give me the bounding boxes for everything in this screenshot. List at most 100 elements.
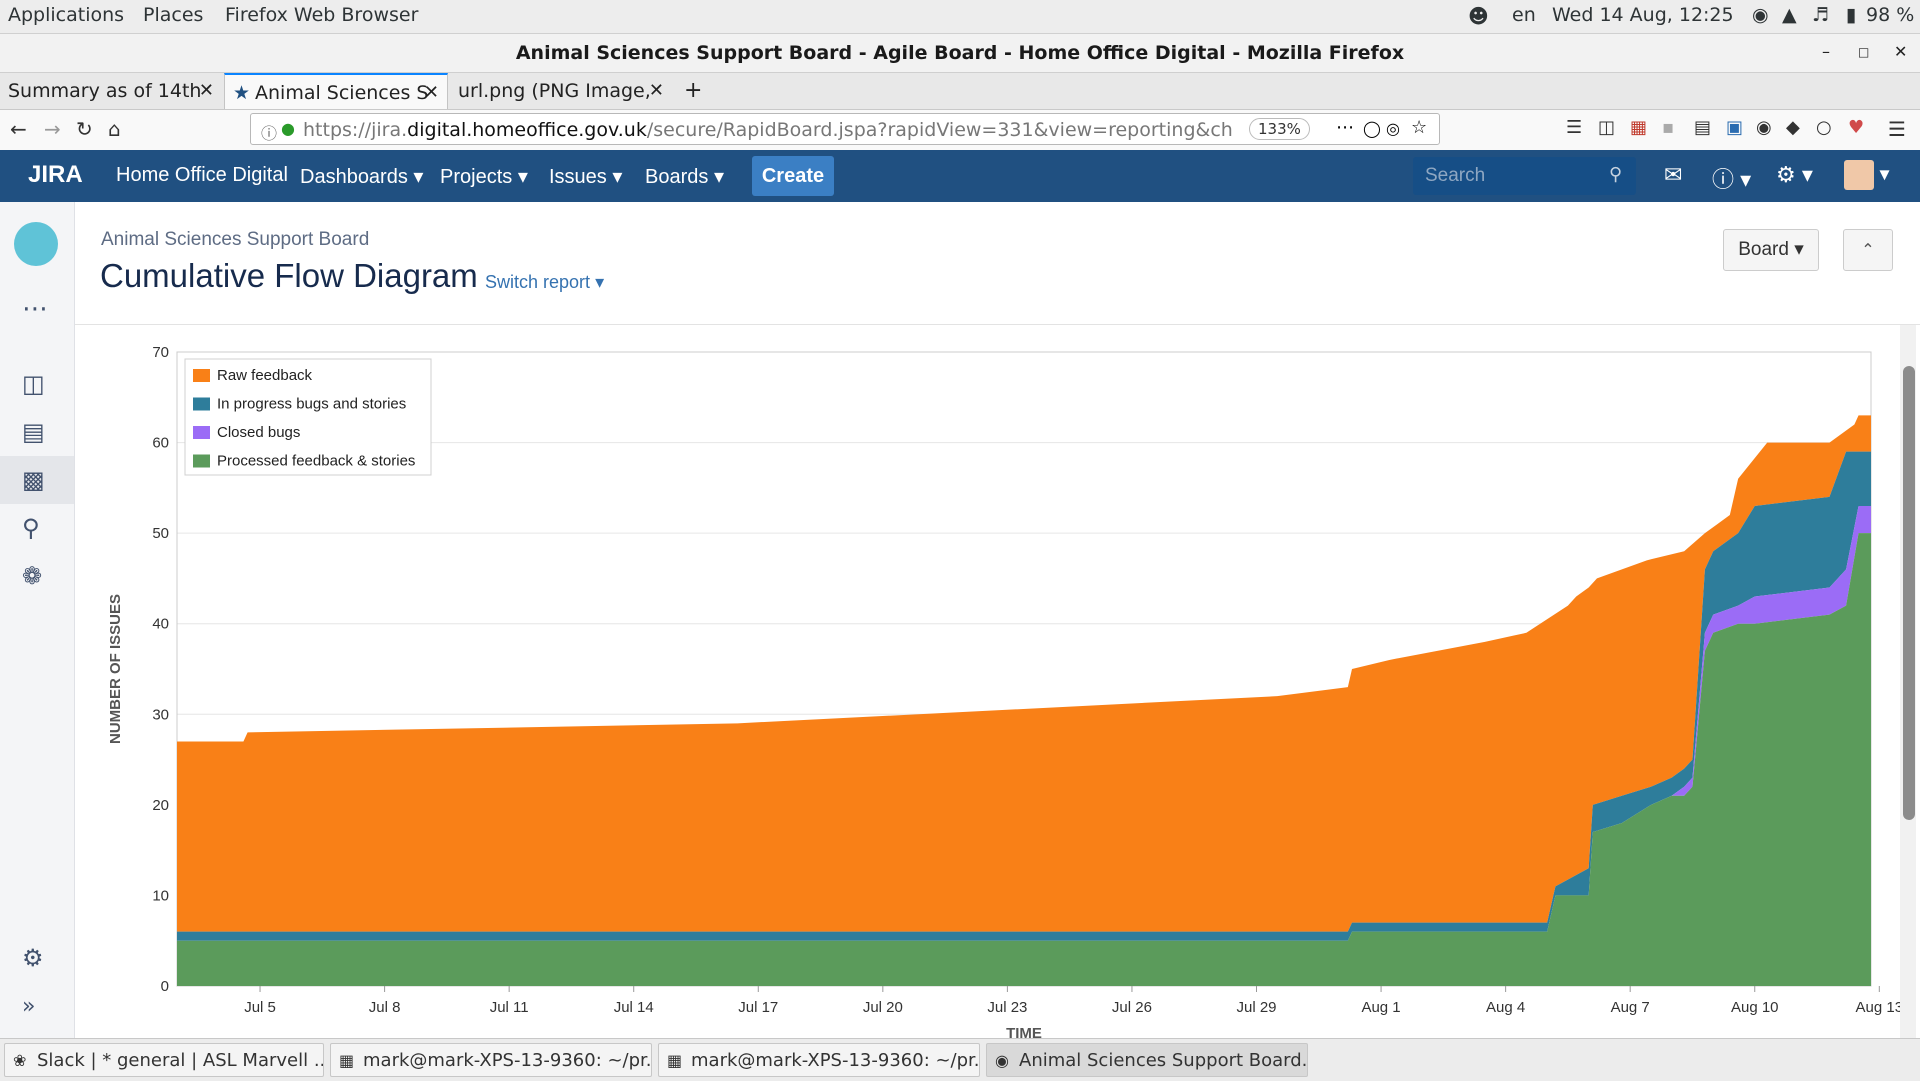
- search-input[interactable]: Search ⚲: [1413, 157, 1636, 195]
- library-icon[interactable]: ☰: [1566, 117, 1583, 138]
- volume-icon[interactable]: ♬: [1812, 4, 1830, 26]
- taskbar-item-firefox[interactable]: ◉ Animal Sciences Support Board...: [986, 1043, 1308, 1077]
- vpn-icon[interactable]: ◉: [1752, 4, 1769, 26]
- extension-fish-icon[interactable]: ◆: [1786, 117, 1800, 138]
- terminal-icon: ▦: [339, 1051, 355, 1070]
- y-tick-label: 30: [152, 706, 169, 723]
- project-avatar[interactable]: [14, 222, 58, 266]
- x-tick-label: Jul 8: [369, 999, 401, 1016]
- maximize-button[interactable]: □: [1858, 45, 1870, 59]
- firefox-app-menu[interactable]: Firefox Web Browser: [225, 4, 419, 26]
- boards-label: Boards: [645, 166, 709, 188]
- switch-report-dropdown[interactable]: Switch report ▾: [485, 272, 604, 293]
- y-tick-label: 70: [152, 344, 169, 361]
- places-menu[interactable]: Places: [143, 4, 204, 26]
- extension-s-icon[interactable]: ▣: [1726, 117, 1744, 138]
- user-avatar[interactable]: ▾: [1844, 160, 1890, 190]
- close-window-button[interactable]: ✕: [1894, 42, 1908, 61]
- legend-label: Raw feedback: [217, 367, 313, 384]
- bookmark-star-icon[interactable]: ☆: [1411, 117, 1428, 138]
- dashboards-menu[interactable]: Dashboards ▾: [300, 164, 423, 189]
- create-button[interactable]: Create: [752, 156, 834, 196]
- page-scrollbar-thumb[interactable]: [1903, 366, 1915, 820]
- extension-circle-icon[interactable]: ◉: [1756, 117, 1772, 138]
- tab-summary[interactable]: Summary as of 14th ✕: [0, 73, 222, 109]
- extension-doc-icon[interactable]: ▤: [1694, 117, 1712, 138]
- firefox-icon: ◉: [995, 1051, 1009, 1070]
- projects-menu[interactable]: Projects ▾: [440, 164, 528, 189]
- tab-summary-label: Summary as of 14th: [8, 80, 202, 102]
- accessibility-icon[interactable]: ☻: [1468, 4, 1489, 28]
- projects-label: Projects: [440, 166, 513, 188]
- forward-arrow-icon[interactable]: →: [44, 117, 61, 141]
- cumulative-flow-chart[interactable]: 0 10 20 30 40 50 60 70 Jul 5 Jul 8 Jul 11 Jul 14 Jul…: [75, 202, 1920, 1038]
- issues-menu[interactable]: Issues ▾: [549, 164, 622, 189]
- help-icon[interactable]: ⓘ ▾: [1712, 167, 1752, 192]
- reload-icon[interactable]: ↻: [76, 117, 93, 141]
- extension-icon[interactable]: ▪: [1662, 117, 1675, 138]
- breadcrumb[interactable]: Animal Sciences Support Board: [101, 229, 370, 250]
- sidebar-toggle-icon[interactable]: ◫: [1598, 117, 1616, 138]
- taskbar-item-terminal-2[interactable]: ▦ mark@mark-XPS-13-9360: ~/pr...: [658, 1043, 980, 1077]
- boards-menu[interactable]: Boards ▾: [645, 164, 724, 189]
- url-prefix: https://jira.: [303, 119, 408, 141]
- x-tick-label: Aug 1: [1361, 999, 1400, 1016]
- jira-header: JIRA Home Office Digital Dashboards ▾ Pr…: [0, 150, 1920, 202]
- tab-animal-sciences-label: Animal Sciences S: [255, 82, 429, 104]
- main-content: Animal Sciences Support Board Cumulative…: [75, 202, 1920, 1038]
- backlog-icon[interactable]: ▤: [22, 418, 45, 446]
- board-button[interactable]: Board ▾: [1723, 229, 1819, 271]
- back-arrow-icon[interactable]: ←: [10, 117, 27, 141]
- wifi-icon[interactable]: ▲: [1782, 4, 1797, 26]
- x-tick-label: Jul 5: [244, 999, 276, 1016]
- x-tick-label: Aug 7: [1611, 999, 1650, 1016]
- issues-search-icon[interactable]: ⚲: [22, 514, 40, 542]
- more-options-icon[interactable]: ⋯: [22, 294, 48, 324]
- close-tab-icon[interactable]: ✕: [423, 82, 439, 103]
- info-icon[interactable]: ⓘ: [261, 124, 278, 143]
- settings-gear-icon[interactable]: ⚙ ▾: [1776, 162, 1813, 187]
- page-actions-icon[interactable]: ⋯: [1336, 117, 1354, 138]
- announcement-icon[interactable]: ✉: [1664, 162, 1683, 187]
- navigation-bar: ← → ↻ ⌂ ⓘ ● https://jira.digital.homeoff…: [0, 110, 1920, 151]
- expand-sidebar-icon[interactable]: »: [22, 994, 36, 1019]
- extension-calendar-icon[interactable]: ▦: [1630, 117, 1648, 138]
- jira-logo[interactable]: JIRA: [28, 161, 83, 188]
- new-tab-button[interactable]: +: [684, 78, 703, 103]
- collapse-header-button[interactable]: ⌃: [1843, 229, 1893, 271]
- project-settings-icon[interactable]: ⚙: [22, 944, 44, 972]
- y-tick-label: 40: [152, 616, 169, 633]
- taskbar-item-slack[interactable]: ❀ Slack | * general | ASL Marvell ...: [4, 1043, 324, 1077]
- extension-glasses-icon[interactable]: ○: [1816, 117, 1832, 138]
- clock[interactable]: Wed 14 Aug, 12:25: [1552, 4, 1734, 26]
- reader-view-icon[interactable]: ◎: [1386, 119, 1400, 138]
- hamburger-menu-icon[interactable]: ☰: [1888, 117, 1906, 141]
- x-axis-label: TIME: [1006, 1025, 1042, 1038]
- tab-url-png-label: url.png (PNG Image,: [458, 80, 651, 102]
- components-puzzle-icon[interactable]: ❁: [22, 562, 43, 590]
- board-icon[interactable]: ◫: [22, 370, 45, 398]
- site-name[interactable]: Home Office Digital: [116, 164, 288, 186]
- close-tab-icon[interactable]: ✕: [198, 80, 214, 101]
- tab-url-png[interactable]: url.png (PNG Image, ✕: [450, 73, 672, 109]
- zoom-indicator[interactable]: 133%: [1249, 118, 1310, 140]
- legend-box: [184, 358, 432, 476]
- taskbar-item-terminal-1[interactable]: ▦ mark@mark-XPS-13-9360: ~/pr...: [330, 1043, 652, 1077]
- url-bar[interactable]: ⓘ ● https://jira.digital.homeoffice.gov.…: [250, 113, 1440, 145]
- home-icon[interactable]: ⌂: [108, 117, 121, 141]
- tab-animal-sciences[interactable]: ★ Animal Sciences S ✕: [224, 73, 448, 109]
- extension-shield-icon[interactable]: ♥: [1848, 117, 1865, 138]
- legend-swatch: [193, 397, 210, 411]
- pocket-icon[interactable]: ◯: [1363, 119, 1381, 138]
- close-tab-icon[interactable]: ✕: [648, 80, 664, 101]
- chevron-down-icon: ▾: [595, 272, 605, 292]
- y-tick-label: 0: [161, 978, 169, 995]
- reports-icon[interactable]: ▩: [22, 466, 45, 494]
- applications-menu[interactable]: Applications: [8, 4, 125, 26]
- language-indicator[interactable]: en: [1512, 4, 1536, 26]
- window-titlebar: Animal Sciences Support Board - Agile Bo…: [0, 34, 1920, 73]
- header-divider: [75, 324, 1920, 325]
- x-tick-label: Aug 4: [1486, 999, 1525, 1016]
- battery-icon[interactable]: ▮: [1846, 4, 1857, 26]
- minimize-button[interactable]: –: [1822, 42, 1830, 61]
